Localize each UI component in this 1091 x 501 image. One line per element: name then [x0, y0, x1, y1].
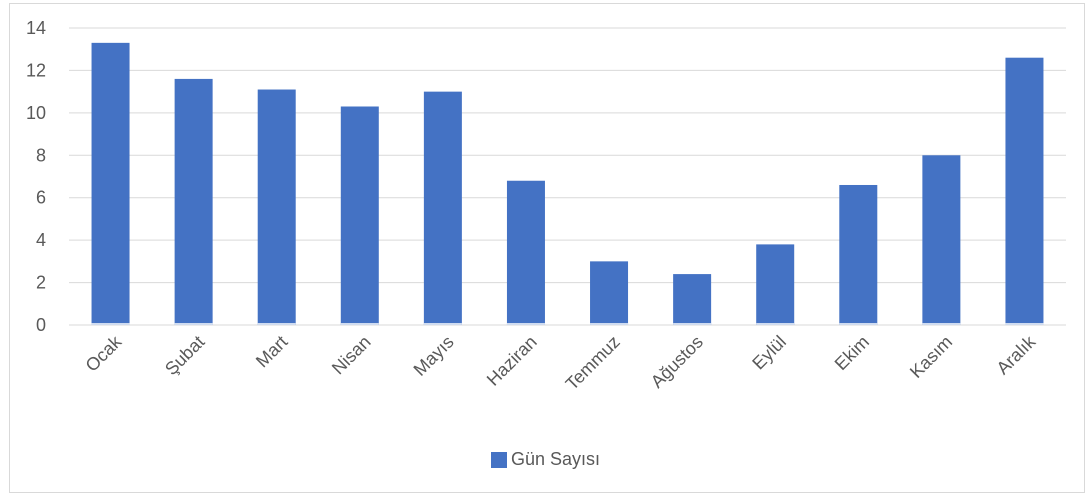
- legend: Gün Sayısı: [491, 449, 600, 470]
- gridlines: [69, 27, 1066, 326]
- legend-swatch: [491, 451, 507, 468]
- x-tick-label: Nisan: [328, 332, 375, 379]
- y-tick-label: 2: [36, 273, 46, 293]
- x-tick-label: Ekim: [831, 332, 873, 374]
- y-tick-label: 10: [26, 103, 46, 123]
- bar-9: [756, 244, 795, 325]
- bar-5: [423, 91, 462, 326]
- x-tick-label: Aralık: [993, 331, 1040, 378]
- bar-1: [91, 42, 130, 325]
- x-tick-label: Ağustos: [647, 332, 707, 392]
- y-tick-label: 8: [36, 145, 46, 165]
- x-tick-label: Mayıs: [410, 332, 458, 380]
- y-tick-label: 14: [26, 18, 46, 38]
- bar-8: [673, 274, 712, 325]
- x-tick-label: Eylül: [748, 332, 790, 374]
- bar-10: [839, 184, 878, 325]
- y-tick-label: 12: [26, 60, 46, 80]
- bar-6: [506, 180, 545, 325]
- x-tick-label: Mart: [252, 332, 292, 372]
- bar-4: [340, 106, 379, 325]
- x-tick-label: Temmuz: [562, 332, 624, 394]
- y-axis-ticks: 0 2 4 6 8 10 12 14: [26, 18, 46, 335]
- bar-2: [174, 78, 213, 326]
- x-tick-label: Kasım: [906, 332, 956, 382]
- bar-7: [590, 261, 629, 325]
- x-tick-label: Şubat: [161, 332, 208, 379]
- x-tick-label: Haziran: [483, 332, 541, 390]
- y-tick-label: 6: [36, 188, 46, 208]
- bar-series: [91, 42, 1044, 326]
- bar-3: [257, 89, 296, 326]
- bar-11: [922, 155, 961, 325]
- legend-label: Gün Sayısı: [511, 449, 601, 469]
- x-axis-ticks: Ocak Şubat Mart Nisan Mayıs Haziran Temmuz Ağus…: [82, 331, 1040, 394]
- bar-12: [1005, 57, 1044, 325]
- y-tick-label: 0: [36, 315, 46, 335]
- y-tick-label: 4: [36, 230, 46, 250]
- x-tick-label: Ocak: [82, 331, 127, 376]
